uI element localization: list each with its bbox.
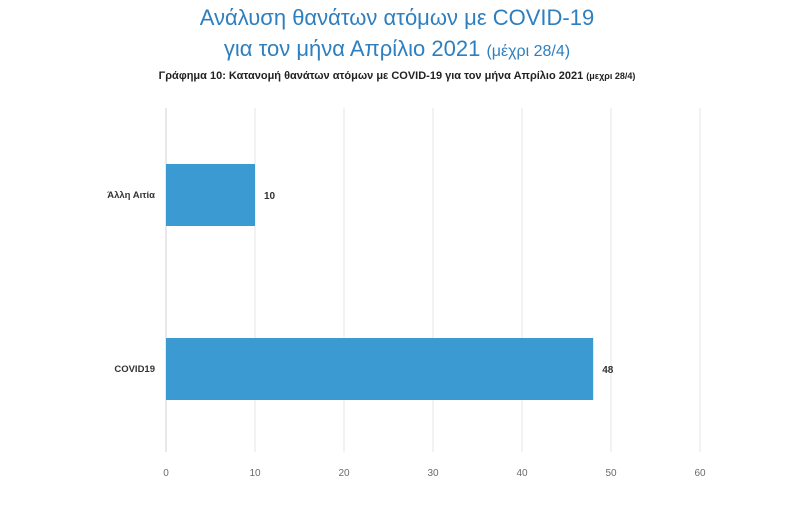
- data-label: 48: [602, 365, 614, 376]
- chart-title-main: για τον μήνα Απρίλιο 2021: [223, 36, 481, 61]
- x-tick-label: 0: [163, 468, 169, 479]
- chart-subtitle: Γράφημα 10: Κατανομή θανάτων ατόμων με C…: [0, 70, 794, 82]
- x-tick-label: 10: [249, 468, 261, 479]
- category-label: COVID19: [114, 364, 155, 375]
- chart-subtitle-main: Γράφημα 10: Κατανομή θανάτων ατόμων με C…: [158, 70, 584, 82]
- x-tick-label: 40: [516, 468, 528, 479]
- category-label: Άλλη Αιτία: [107, 190, 155, 201]
- x-tick-label: 30: [427, 468, 439, 479]
- bar: [166, 164, 255, 226]
- x-tick-label: 20: [338, 468, 350, 479]
- chart-title-note: (μέχρι 28/4): [486, 43, 571, 60]
- bar: [166, 338, 594, 400]
- chart-subtitle-note: (μεχρι 28/4): [586, 71, 636, 81]
- data-label: 10: [264, 191, 276, 202]
- chart-title-line-2: για τον μήνα Απρίλιο 2021 (μέχρι 28/4): [0, 36, 794, 65]
- chart-title-line-1: Ανάλυση θανάτων ατόμων με COVID-19: [199, 5, 595, 30]
- x-tick-label: 60: [694, 468, 706, 479]
- x-tick-label: 50: [605, 468, 617, 479]
